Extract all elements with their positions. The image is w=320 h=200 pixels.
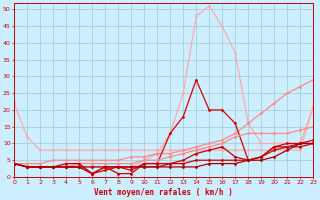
X-axis label: Vent moyen/en rafales ( km/h ): Vent moyen/en rafales ( km/h ) bbox=[94, 188, 233, 197]
